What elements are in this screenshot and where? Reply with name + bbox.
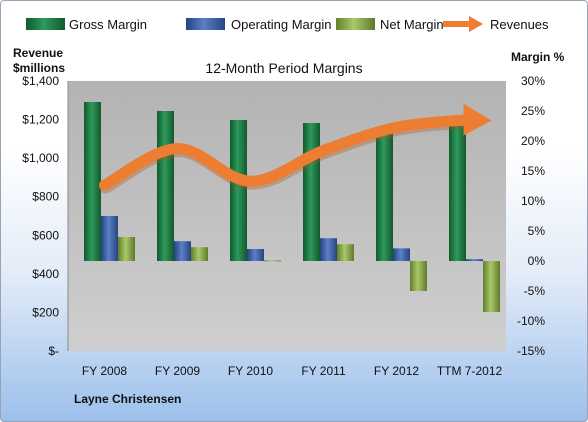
category-label: FY 2008 xyxy=(82,364,127,378)
legend-swatch-gross-margin xyxy=(26,18,65,30)
left-axis-ticks: $- $200 $400 $600 $800 $1,000 $1,200 $1,400 xyxy=(22,74,59,358)
bar-net-margin xyxy=(191,247,208,261)
bar-gross-margin xyxy=(376,129,393,261)
left-tick-label: $1,200 xyxy=(22,113,59,127)
chart-title: 12-Month Period Margins xyxy=(205,60,362,76)
bar-net-margin xyxy=(483,261,500,312)
category-label: FY 2009 xyxy=(155,364,200,378)
bar-gross-margin xyxy=(157,111,174,261)
revenues-line xyxy=(99,103,492,194)
left-axis-label-line2: $millions xyxy=(13,61,65,75)
bar-net-margin xyxy=(337,244,354,261)
revenues-arrowhead xyxy=(463,103,492,136)
bar-operating-margin xyxy=(466,259,483,261)
bars xyxy=(84,102,500,312)
bar-gross-margin xyxy=(230,120,247,261)
legend-swatch-revenues xyxy=(443,16,483,32)
legend: Gross Margin Operating Margin Net Margin… xyxy=(26,16,549,32)
bar-net-margin xyxy=(410,261,427,291)
legend-swatch-net-margin xyxy=(336,18,375,30)
left-tick-label: $800 xyxy=(32,190,59,204)
right-tick-label: -15% xyxy=(517,344,545,358)
bar-operating-margin xyxy=(247,249,264,261)
left-tick-label: $400 xyxy=(32,267,59,281)
left-axis-label-line1: Revenue xyxy=(13,46,63,60)
right-tick-label: -10% xyxy=(517,314,545,328)
right-axis-ticks: -15% -10% -5% 0% 5% 10% 15% 20% 25% 30% xyxy=(517,74,545,358)
left-tick-label: $1,400 xyxy=(22,74,59,88)
category-label: FY 2012 xyxy=(374,364,419,378)
right-tick-label: 0% xyxy=(528,254,546,268)
bar-net-margin xyxy=(264,260,281,262)
bar-gross-margin xyxy=(303,123,320,261)
left-tick-label: $600 xyxy=(32,228,59,242)
right-tick-label: 30% xyxy=(521,74,545,88)
right-axis-label: Margin % xyxy=(511,50,565,64)
right-tick-label: 15% xyxy=(521,164,545,178)
bar-operating-margin xyxy=(320,238,337,261)
legend-label-revenues: Revenues xyxy=(490,17,549,32)
bar-gross-margin xyxy=(449,126,466,261)
left-tick-label: $1,000 xyxy=(22,151,59,165)
category-label: FY 2011 xyxy=(301,364,346,378)
left-tick-label: $200 xyxy=(32,305,59,319)
bar-net-margin xyxy=(118,237,135,261)
bar-operating-margin xyxy=(393,248,410,261)
category-label: FY 2010 xyxy=(228,364,273,378)
right-tick-label: 20% xyxy=(521,134,545,148)
category-label: TTM 7-2012 xyxy=(437,364,503,378)
bar-gross-margin xyxy=(84,102,101,261)
category-labels: FY 2008 FY 2009 FY 2010 FY 2011 FY 2012 TTM 7… xyxy=(82,364,503,378)
right-tick-label: -5% xyxy=(524,284,546,298)
right-tick-label: 5% xyxy=(528,224,546,238)
legend-label-net-margin: Net Margin xyxy=(380,17,444,32)
revenues-line-path xyxy=(99,114,475,191)
author-label: Layne Christensen xyxy=(74,392,181,406)
left-tick-label: $- xyxy=(48,344,59,358)
bar-operating-margin xyxy=(101,216,118,261)
legend-label-gross-margin: Gross Margin xyxy=(69,17,147,32)
right-tick-label: 25% xyxy=(521,104,545,118)
legend-swatch-operating-margin xyxy=(186,18,225,30)
legend-label-operating-margin: Operating Margin xyxy=(231,17,331,32)
right-tick-label: 10% xyxy=(521,194,545,208)
bar-operating-margin xyxy=(174,241,191,261)
